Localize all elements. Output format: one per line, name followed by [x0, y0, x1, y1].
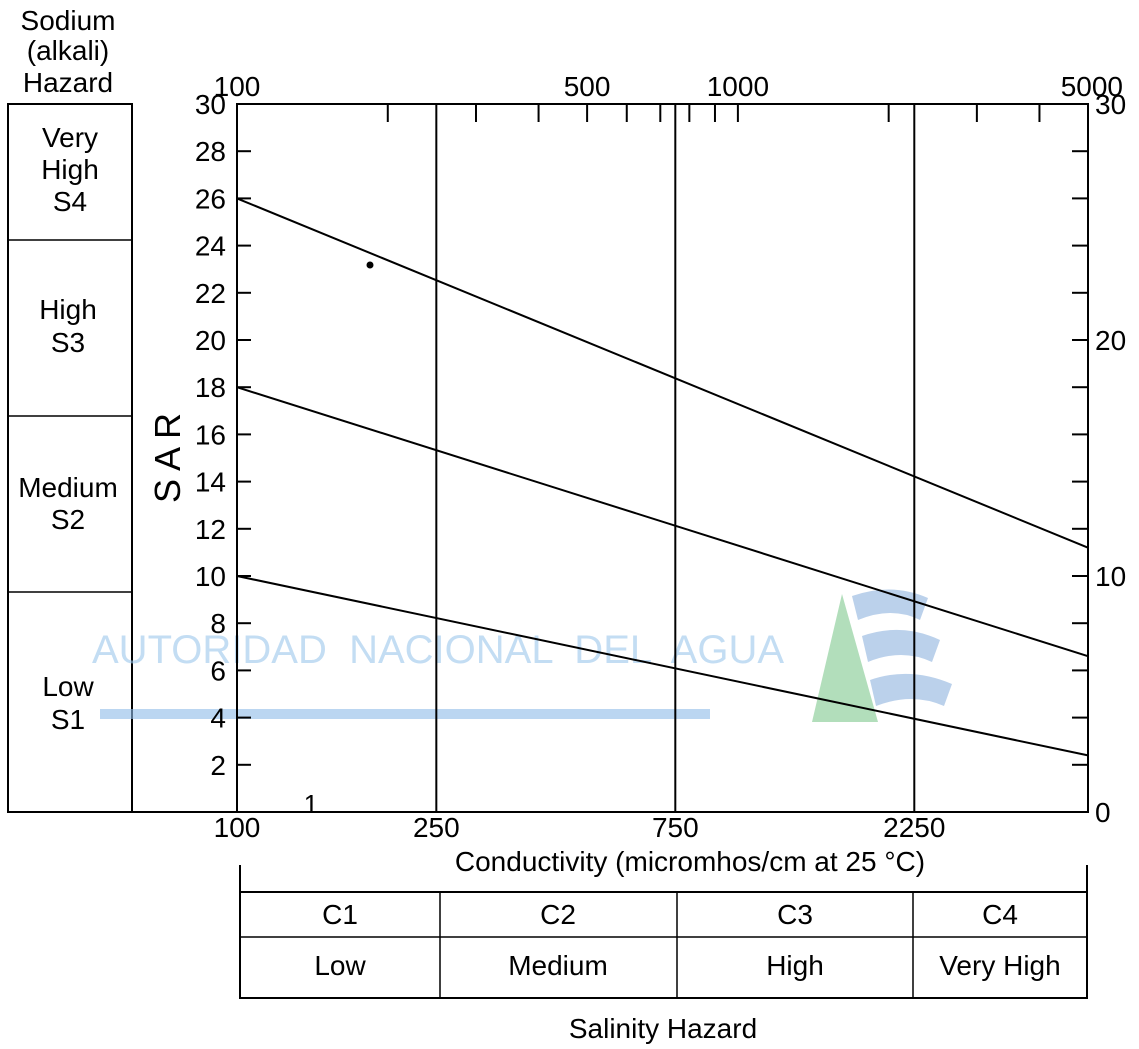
plot-frame	[236, 103, 1089, 813]
watermark-logo-wave-2	[862, 629, 940, 662]
sodium-class-s3-line-1: High	[39, 294, 97, 325]
sar-boundary-line-3	[236, 575, 1089, 757]
left-tick-label-10: 10	[195, 561, 226, 592]
bottom-tick-label-250: 250	[413, 812, 460, 843]
sodium-header-line-2: (alkali)	[27, 35, 109, 66]
y-axis-title: S A R	[147, 413, 188, 503]
sar-boundary-line-2	[236, 386, 1089, 658]
class-boundaries	[435, 104, 916, 812]
left-tick-label-16: 16	[195, 419, 226, 450]
watermark-underline	[100, 709, 710, 719]
bottom-tick-label-2250: 2250	[883, 812, 945, 843]
sodium-class-s1-line-2: S1	[51, 704, 85, 735]
bottom-tick-label-750: 750	[652, 812, 699, 843]
salinity-class-c1: C1	[322, 899, 358, 930]
salinity-hazard-table: C1 C2 C3 C4 Low Medium High Very High Sa…	[239, 865, 1088, 1044]
sodium-class-s2-line-2: S2	[51, 504, 85, 535]
sodium-class-s4-line-2: High	[41, 154, 99, 185]
right-tick-label-30: 30	[1095, 89, 1126, 120]
sodium-header-line-3: Hazard	[23, 67, 113, 98]
watermark: AUTORIDAD NACIONAL DEL AGUA	[92, 589, 952, 722]
top-tick-label-500: 500	[564, 71, 611, 102]
sodium-class-s1-line-1: Low	[42, 671, 94, 702]
salinity-level-low: Low	[314, 950, 366, 981]
left-tick-label-12: 12	[195, 514, 226, 545]
left-tick-label-30: 30	[195, 89, 226, 120]
plot-area	[132, 103, 1089, 813]
left-tick-label-14: 14	[195, 467, 226, 498]
right-tick-label-0: 0	[1095, 797, 1111, 828]
salinity-class-c2: C2	[540, 899, 576, 930]
salinity-class-c4: C4	[982, 899, 1018, 930]
left-tick-label-20: 20	[195, 325, 226, 356]
sodium-header-line-1: Sodium	[21, 5, 116, 36]
stray-dot	[366, 261, 374, 269]
salinity-level-very-high: Very High	[939, 950, 1060, 981]
sar-boundary-line-1	[236, 197, 1089, 549]
bottom-axis: 100 250 750 2250	[214, 812, 946, 843]
salinity-class-c3: C3	[777, 899, 813, 930]
watermark-logo-wave-3	[870, 673, 952, 706]
left-tick-label-28: 28	[195, 136, 226, 167]
x-axis-title: Conductivity (micromhos/cm at 25 °C)	[455, 846, 925, 877]
stray-mark-1: 1	[304, 789, 318, 819]
sodium-class-s3-line-2: S3	[51, 327, 85, 358]
top-tick-label-1000: 1000	[707, 71, 769, 102]
top-tick-label-5000: 5000	[1061, 71, 1123, 102]
bottom-tick-label-100: 100	[214, 812, 261, 843]
top-tick-label-100: 100	[214, 71, 261, 102]
top-axis: 100 500 1000 5000	[214, 71, 1123, 122]
left-tick-label-2: 2	[210, 750, 226, 781]
sodium-panel-border	[7, 103, 133, 813]
watermark-text: AUTORIDAD NACIONAL DEL AGUA	[92, 628, 784, 672]
sodium-class-s2-line-1: Medium	[18, 472, 118, 503]
salinity-table-border	[239, 891, 1088, 999]
right-tick-label-10: 10	[1095, 561, 1126, 592]
watermark-logo-triangle	[812, 594, 878, 722]
watermark-logo-wave-1	[852, 589, 928, 620]
sodium-class-s4-line-1: Very	[42, 122, 98, 153]
salinity-hazard-title: Salinity Hazard	[569, 1013, 757, 1044]
series-lines	[236, 197, 1089, 757]
left-tick-label-6: 6	[210, 655, 226, 686]
right-axis: 0 10 20 30	[1072, 89, 1126, 828]
right-tick-label-20: 20	[1095, 325, 1126, 356]
left-tick-label-18: 18	[195, 372, 226, 403]
salinity-level-medium: Medium	[508, 950, 608, 981]
sodium-class-s4-line-3: S4	[53, 186, 87, 217]
left-tick-label-26: 26	[195, 183, 226, 214]
left-tick-label-22: 22	[195, 278, 226, 309]
left-tick-label-4: 4	[210, 703, 226, 734]
sodium-hazard-panel: Sodium (alkali) Hazard Very High S4 High…	[7, 5, 133, 813]
salinity-level-high: High	[766, 950, 824, 981]
left-tick-label-8: 8	[210, 608, 226, 639]
left-tick-label-24: 24	[195, 231, 226, 262]
